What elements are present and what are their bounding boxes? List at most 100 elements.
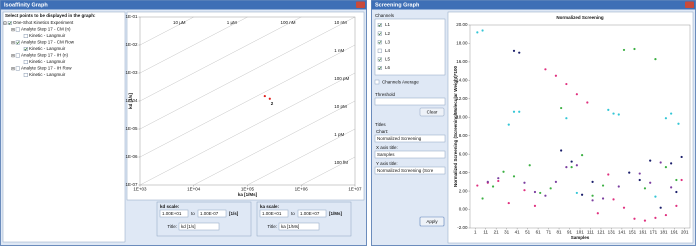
apply-button[interactable] [419, 216, 445, 227]
y-tick-label: 1E-06 [125, 154, 138, 159]
x-tick-label: 1E+07 [348, 187, 362, 192]
check-mark [24, 47, 28, 51]
point [612, 112, 615, 115]
checkbox[interactable] [377, 57, 382, 62]
window-title: Screening Graph [375, 3, 420, 9]
checkbox[interactable] [374, 79, 380, 85]
check-mark [16, 41, 20, 45]
checkbox[interactable] [23, 60, 28, 65]
chart-title-value: Normalized Screening [377, 136, 422, 141]
point [565, 82, 568, 86]
tree-toggle: ⊟ [11, 53, 15, 58]
title-input[interactable] [178, 222, 220, 231]
iso-line [139, 16, 248, 74]
y-tick-label: 4.00 [459, 170, 468, 175]
title-bar [371, 0, 696, 10]
scale-value: 1.00E+01 [162, 211, 182, 216]
iso-line [247, 128, 356, 186]
point [591, 199, 594, 202]
y-tick-label: 20.00 [456, 22, 468, 27]
y-tick-label: 18.00 [456, 41, 468, 46]
point [533, 190, 537, 194]
point [596, 212, 599, 215]
checkbox[interactable] [23, 72, 28, 77]
checkbox[interactable] [377, 31, 382, 36]
checkbox[interactable] [15, 40, 20, 45]
close-button[interactable] [356, 1, 365, 9]
channels-label: Channels [375, 13, 395, 18]
checkbox[interactable] [377, 23, 382, 28]
channel-list [374, 18, 446, 76]
x-title-input[interactable] [374, 150, 446, 159]
checkbox[interactable] [7, 21, 12, 26]
threshold-input[interactable] [374, 97, 446, 106]
point [539, 191, 542, 195]
scale-input[interactable] [197, 209, 227, 218]
checkbox[interactable] [23, 47, 28, 52]
x-title-label: X axis title: [376, 145, 398, 150]
x-tick-label: 1E+06 [295, 187, 309, 192]
point [554, 180, 558, 183]
scale-input[interactable] [297, 209, 327, 218]
checkbox[interactable] [23, 34, 28, 39]
point [654, 58, 657, 61]
checkbox[interactable] [15, 66, 20, 71]
y-tick-label: 1E-07 [125, 182, 138, 187]
x-tick-label: 21 [494, 230, 500, 235]
average-label: Channels Average [382, 79, 419, 84]
tree-item: Kinetic - Langmuir [29, 33, 66, 38]
checkbox[interactable] [377, 48, 382, 53]
tree-item: Analyte Step 17 - CM Row [21, 40, 75, 45]
x-tick-label: 81 [557, 230, 563, 235]
point [628, 171, 631, 174]
point [476, 184, 479, 187]
checkbox[interactable] [15, 53, 20, 58]
chart-title-input[interactable] [374, 134, 446, 143]
close-button[interactable] [685, 1, 694, 9]
tree: ⊟ One-Shot Kinetics Experiment ⊟ Analyte St… [3, 20, 75, 77]
checkbox[interactable] [377, 40, 382, 45]
x-tick-label: 1E+03 [133, 187, 147, 192]
clear-label: Clear [427, 109, 438, 114]
point [560, 149, 563, 152]
window-title: Isoaffinity Graph [4, 3, 48, 9]
y-tick-label: 2.00 [459, 188, 468, 193]
point [633, 47, 636, 51]
point [512, 110, 516, 113]
checkbox[interactable] [377, 65, 382, 70]
y-title-input[interactable] [374, 166, 446, 175]
title-input[interactable] [278, 222, 320, 231]
x-tick-label: 151 [629, 230, 637, 235]
iso-label: 10 pM [334, 104, 347, 109]
scale-value: 1.00E-07 [200, 211, 219, 216]
point [649, 159, 652, 162]
x-tick-label: 41 [515, 230, 521, 235]
point [622, 206, 626, 209]
point [544, 68, 547, 71]
scale-input[interactable] [159, 209, 189, 218]
tree-item: Kinetic - Langmuir [29, 46, 66, 51]
prompt: Select points to be displayed in the gra… [5, 13, 96, 18]
x-tick-label: 181 [660, 230, 668, 235]
x-tick-label: 171 [650, 230, 658, 235]
clear-button[interactable] [419, 107, 445, 117]
scale-input[interactable] [259, 209, 289, 218]
iso-line [139, 44, 356, 158]
y-title-label: Y axis title: [376, 161, 398, 166]
x-tick-label: 71 [546, 230, 552, 235]
point [523, 181, 526, 184]
checkbox[interactable] [15, 27, 20, 32]
point [659, 206, 662, 209]
point [575, 164, 578, 167]
point [638, 172, 641, 175]
point [649, 181, 652, 184]
y-tick-label: 1E-04 [125, 98, 138, 103]
channel-label: L6 [385, 65, 391, 70]
point [523, 189, 526, 192]
scale-label: kd scale: [160, 204, 180, 209]
scale-controls: kd scale: 1.00E+01 to 1.00E-07 [1/s] Title: kd… [156, 201, 352, 237]
point [575, 93, 578, 96]
threshold-label: Threshold [375, 92, 396, 97]
tree-item: Analyte Step 17 - IH Row [21, 66, 72, 71]
point [481, 29, 484, 32]
